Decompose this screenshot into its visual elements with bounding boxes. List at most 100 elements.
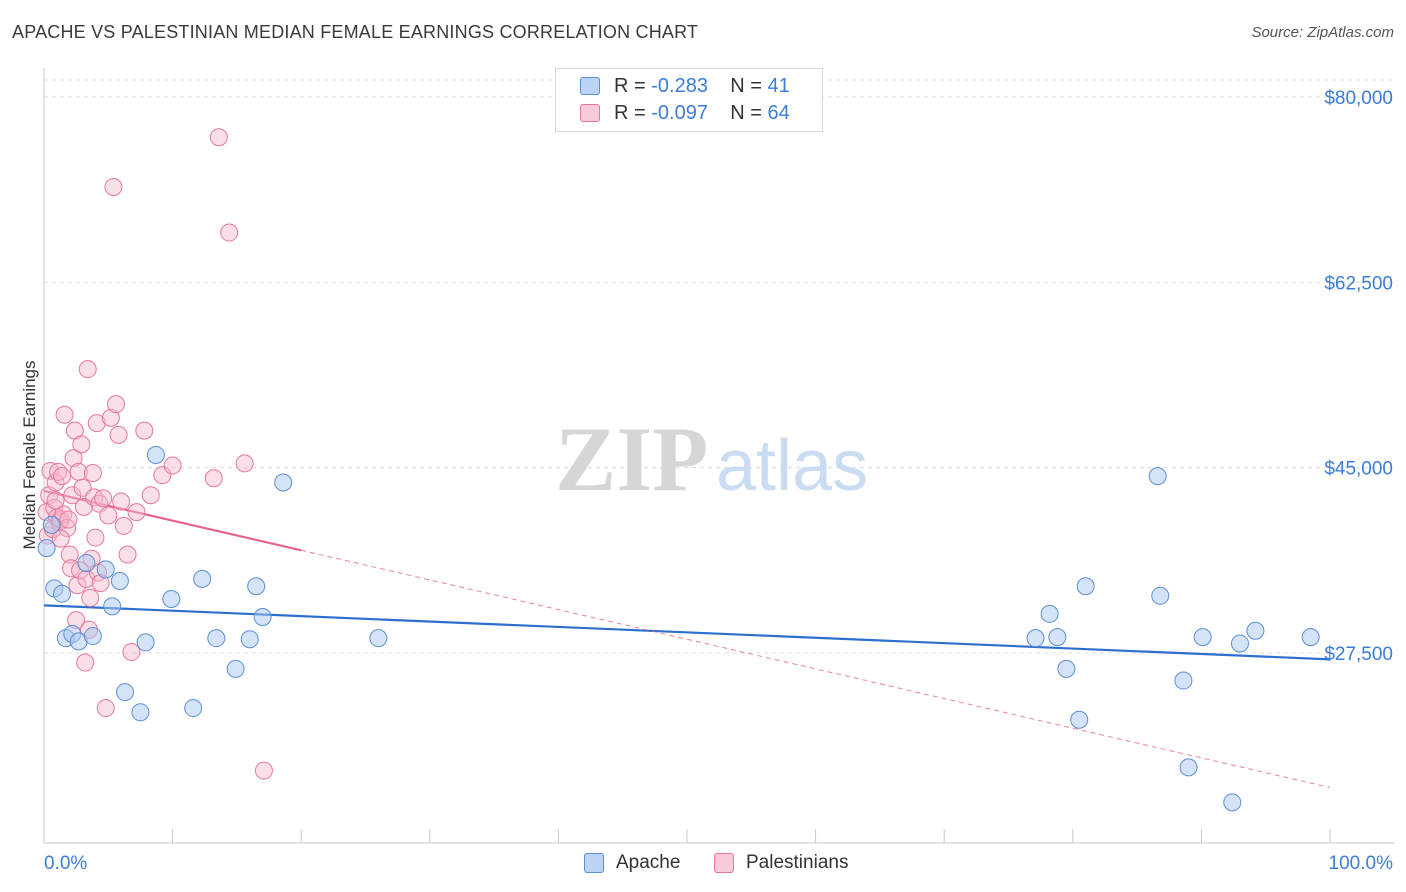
legend-r-value: -0.283 <box>651 74 708 97</box>
apache-point <box>1070 710 1089 729</box>
palestinians-point <box>41 461 60 480</box>
apache-point <box>184 699 203 718</box>
apache-point <box>96 560 115 579</box>
palestinians-trend-extension <box>301 549 1331 788</box>
apache-point <box>253 607 272 626</box>
tick-labels: $27,500 $45,000 $62,500 $80,000 0.0% 100.0% <box>44 88 1393 874</box>
palestinians-point <box>209 128 228 147</box>
legend-item-label: Apache <box>616 852 681 873</box>
apache-point <box>42 515 61 534</box>
svg-text:atlas: atlas <box>716 426 868 506</box>
palestinians-point <box>55 405 74 424</box>
apache-point <box>1301 628 1320 647</box>
data-points <box>37 128 1320 812</box>
palestinians-point <box>94 489 113 508</box>
legend-item-palestinians[interactable]: Palestinians <box>714 852 848 874</box>
trend-lines <box>43 489 1331 788</box>
palestinians-point <box>254 761 273 780</box>
apache-point <box>1040 604 1059 623</box>
palestinians-point <box>54 505 73 524</box>
apache-point <box>53 584 72 603</box>
correlation-legend: R = -0.283 N = 41 R = -0.097 N = 64 <box>555 68 823 132</box>
x-tick-label: 0.0% <box>44 853 87 874</box>
palestinians-point <box>73 478 92 497</box>
apache-point <box>1076 577 1095 596</box>
palestinians-point <box>64 449 83 468</box>
palestinians-point <box>51 529 70 548</box>
legend-n-label: N = <box>730 74 762 97</box>
palestinians-point <box>204 469 223 488</box>
legend-r-label: R = <box>614 101 646 124</box>
palestinians-point <box>220 223 239 242</box>
source-label: Source: ZipAtlas.com <box>1251 24 1394 41</box>
palestinians-point <box>118 545 137 564</box>
axes <box>43 68 1395 844</box>
palestinians-swatch <box>714 853 734 873</box>
apache-point <box>1151 586 1170 605</box>
palestinians-point <box>63 486 82 505</box>
palestinians-point <box>59 510 78 529</box>
y-tick-label: $80,000 <box>1324 88 1393 109</box>
palestinians-point <box>122 642 141 661</box>
palestinians-point <box>72 435 91 454</box>
apache-point <box>146 445 165 464</box>
palestinians-point <box>46 473 65 492</box>
legend-n-value: 41 <box>767 74 790 97</box>
apache-point <box>37 539 56 558</box>
x-tick-label: 100.0% <box>1329 853 1394 874</box>
palestinians-point <box>53 467 72 486</box>
palestinians-point <box>127 503 146 522</box>
apache-point <box>274 473 293 492</box>
legend-n-value: 64 <box>767 101 790 124</box>
apache-point <box>1223 793 1242 812</box>
legend-item-apache[interactable]: Apache <box>584 852 680 874</box>
apache-point <box>193 569 212 588</box>
apache-point <box>1148 467 1167 486</box>
palestinians-point <box>135 421 154 440</box>
palestinians-point <box>99 506 118 525</box>
apache-point <box>103 597 122 616</box>
palestinians-point <box>163 456 182 475</box>
palestinians-point <box>235 454 254 473</box>
apache-point <box>136 633 155 652</box>
legend-row-apache: R = -0.283 N = 41 <box>580 73 790 99</box>
palestinians-swatch <box>580 104 600 122</box>
legend-row-palestinians: R = -0.097 N = 64 <box>580 100 790 126</box>
palestinians-point <box>96 699 115 718</box>
apache-point <box>369 629 388 648</box>
series-legend: Apache Palestinians <box>0 852 1406 878</box>
palestinians-point <box>60 545 79 564</box>
apache-point <box>116 683 135 702</box>
apache-point <box>226 659 245 678</box>
palestinians-point <box>114 516 133 535</box>
y-axis-label: Median Female Earnings <box>20 361 39 550</box>
y-tick-label: $62,500 <box>1324 273 1393 294</box>
apache-point <box>247 577 266 596</box>
apache-point <box>131 703 150 722</box>
palestinians-point <box>46 491 65 510</box>
apache-swatch <box>584 853 604 873</box>
legend-r-value: -0.097 <box>651 101 708 124</box>
palestinians-point <box>112 492 131 511</box>
apache-point <box>83 627 102 646</box>
palestinians-point <box>86 528 105 547</box>
palestinians-point <box>104 178 123 197</box>
apache-point <box>1026 629 1045 648</box>
apache-swatch <box>580 77 600 95</box>
legend-n-label: N = <box>730 101 762 124</box>
apache-point <box>207 629 226 648</box>
apache-point <box>1174 671 1193 690</box>
palestinians-point <box>76 653 95 672</box>
legend-r-label: R = <box>614 74 646 97</box>
watermark: ZIP atlas <box>555 408 868 510</box>
y-tick-label: $45,000 <box>1324 459 1393 480</box>
gridlines <box>44 79 1395 654</box>
apache-point <box>1179 758 1198 777</box>
apache-point <box>1048 628 1067 647</box>
palestinians-point <box>68 576 87 595</box>
palestinians-point <box>87 414 106 433</box>
apache-point <box>1057 659 1076 678</box>
apache-point <box>240 630 259 649</box>
apache-point <box>1246 621 1265 640</box>
